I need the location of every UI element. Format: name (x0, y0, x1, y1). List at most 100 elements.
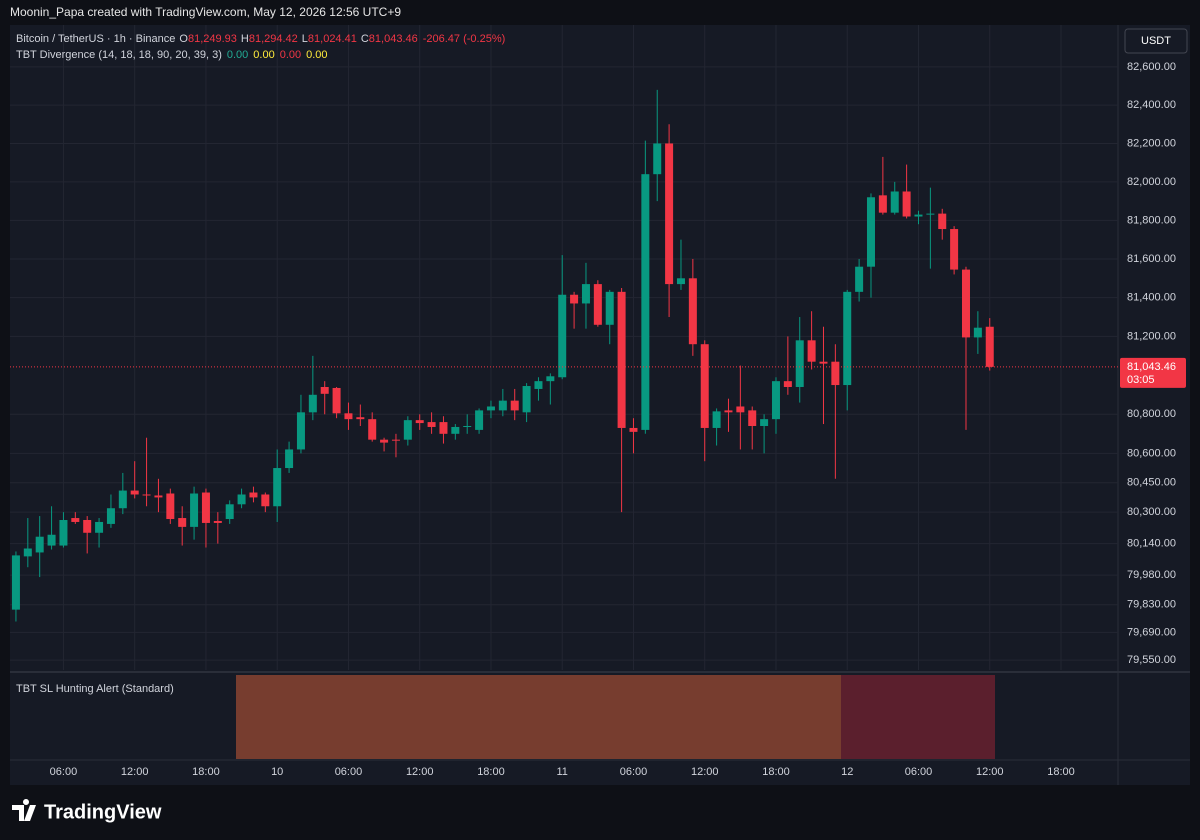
candle-body (308, 394, 317, 413)
price-tag (1120, 357, 1186, 388)
candle-body (83, 520, 92, 533)
candle-body (688, 278, 697, 345)
candle-body (59, 520, 68, 546)
y-tick-label: 81,400.00 (1127, 292, 1176, 304)
candle-body (344, 413, 353, 420)
candle-body (771, 381, 780, 420)
x-tick-label: 12:00 (691, 766, 719, 778)
x-tick-label: 06:00 (335, 766, 363, 778)
x-tick-label: 12:00 (406, 766, 434, 778)
candle-body (249, 492, 258, 498)
lower-pane-title: TBT SL Hunting Alert (Standard) (16, 683, 174, 695)
price-tag-label: 81,043.46 (1127, 361, 1176, 373)
y-tick-label: 79,830.00 (1127, 599, 1176, 611)
candle-body (712, 411, 721, 428)
candle-body (819, 361, 828, 364)
candle-body (190, 493, 199, 527)
candle-body (498, 400, 507, 411)
candle-body (760, 419, 769, 426)
candle-body (748, 410, 757, 426)
candle-body (831, 361, 840, 386)
header-text: Moonin_Papa created with TradingView.com… (10, 5, 401, 19)
x-tick-label: 06:00 (905, 766, 933, 778)
candle-body (154, 495, 163, 498)
candle-body (439, 422, 448, 434)
candle-body (356, 417, 365, 420)
candle-body (926, 213, 935, 215)
candle-body (332, 387, 341, 414)
price-tag-countdown: 03:05 (1127, 374, 1155, 386)
candle-body (629, 427, 638, 432)
x-tick-label: 18:00 (477, 766, 505, 778)
y-tick-label: 81,200.00 (1127, 330, 1176, 342)
candle-body (451, 426, 460, 434)
candle-body (475, 410, 484, 430)
candle-body (961, 269, 970, 338)
y-tick-label: 82,600.00 (1127, 61, 1176, 73)
candle-body (11, 555, 20, 610)
candle-body (415, 420, 424, 424)
candle-body (593, 284, 602, 325)
currency-button[interactable] (1124, 28, 1188, 54)
candle-body (795, 340, 804, 387)
candle-body (35, 536, 44, 553)
x-tick-label: 11 (557, 766, 568, 778)
candle-body (510, 400, 519, 411)
candle-body (380, 439, 389, 443)
candle-body (463, 425, 472, 427)
candle-body (653, 143, 662, 175)
candle-body (570, 294, 579, 304)
candle-body (938, 213, 947, 230)
candle-body (665, 143, 674, 285)
legend-key: L (302, 33, 308, 45)
legend: Bitcoin / TetherUS · 1h · Binance O81,249… (16, 33, 505, 45)
candle-body (285, 449, 294, 469)
legend-value: 81,024.41 (308, 33, 357, 45)
legend-value: 81,294.42 (249, 33, 298, 45)
candle-body (391, 439, 400, 441)
x-tick-label: 06:00 (50, 766, 78, 778)
x-tick-label: 12:00 (976, 766, 1004, 778)
candle-body (71, 518, 80, 522)
candle-body (676, 278, 685, 285)
y-tick-label: 81,600.00 (1127, 253, 1176, 265)
legend-value: 81,043.46 (369, 33, 418, 45)
chart-background (10, 25, 1190, 785)
candle-body (855, 266, 864, 292)
candle-body (724, 410, 733, 413)
candle-body (261, 494, 270, 507)
candles (11, 89, 994, 622)
currency-label[interactable]: USDT (1141, 35, 1171, 47)
legend-key: C (361, 33, 369, 45)
candle-body (605, 291, 614, 325)
candle-body (878, 195, 887, 213)
logo-text: TradingView (44, 801, 162, 823)
y-tick-label: 80,140.00 (1127, 537, 1176, 549)
candle-body (47, 534, 56, 546)
legend-key: O (179, 33, 188, 45)
legend-symbol: Bitcoin / TetherUS · 1h · Binance (16, 33, 175, 45)
candle-body (558, 294, 567, 378)
indicator-title: TBT Divergence (14, 18, 18, 90, 20, 39, … (16, 49, 222, 61)
candle-body (546, 376, 555, 382)
candle-body (273, 468, 282, 507)
candle-body (641, 174, 650, 430)
candle-body (118, 490, 127, 509)
y-tick-label: 79,690.00 (1127, 626, 1176, 638)
y-tick-label: 81,800.00 (1127, 214, 1176, 226)
y-tick-label: 80,300.00 (1127, 506, 1176, 518)
y-tick-label: 82,000.00 (1127, 176, 1176, 188)
candle-body (534, 381, 543, 389)
alert-zone (236, 675, 841, 759)
x-tick-label: 06:00 (620, 766, 648, 778)
tradingview-logo: TradingView (12, 798, 162, 823)
y-tick-label: 79,980.00 (1127, 569, 1176, 581)
x-tick-label: 12:00 (121, 766, 149, 778)
y-tick-label: 80,800.00 (1127, 408, 1176, 420)
candle-body (403, 420, 412, 440)
candle-body (427, 422, 436, 427)
candle-body (130, 490, 139, 495)
candle-body (736, 406, 745, 413)
x-tick-label: 12 (841, 766, 853, 778)
